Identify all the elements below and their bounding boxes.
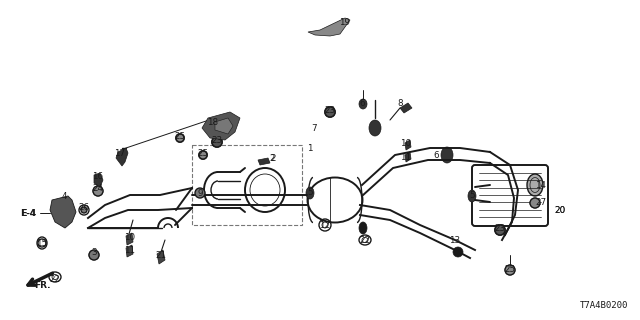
Text: 11: 11 xyxy=(125,245,136,254)
Polygon shape xyxy=(116,148,128,166)
Ellipse shape xyxy=(468,190,476,202)
Ellipse shape xyxy=(306,187,314,199)
Text: 27: 27 xyxy=(536,197,547,206)
Text: 4: 4 xyxy=(61,191,67,201)
Circle shape xyxy=(81,207,87,213)
Text: 3: 3 xyxy=(91,247,97,257)
Text: 11: 11 xyxy=(401,153,412,162)
Text: 16: 16 xyxy=(93,172,104,180)
Polygon shape xyxy=(405,140,411,150)
Polygon shape xyxy=(202,112,240,140)
Polygon shape xyxy=(126,245,133,257)
Circle shape xyxy=(199,151,207,159)
Polygon shape xyxy=(157,250,165,264)
Circle shape xyxy=(89,250,99,260)
Text: 10: 10 xyxy=(124,233,136,242)
Text: 6: 6 xyxy=(359,99,365,108)
Text: 5: 5 xyxy=(469,190,475,199)
Polygon shape xyxy=(215,118,233,134)
Bar xyxy=(192,145,302,225)
Text: 22: 22 xyxy=(360,236,371,244)
Text: 26: 26 xyxy=(79,203,90,212)
Text: 19: 19 xyxy=(339,18,351,27)
Ellipse shape xyxy=(453,247,463,257)
Circle shape xyxy=(495,225,505,235)
Text: E-4: E-4 xyxy=(21,209,35,218)
Text: 20: 20 xyxy=(554,205,566,214)
Text: 25: 25 xyxy=(175,132,186,140)
Circle shape xyxy=(325,107,335,117)
Text: 12: 12 xyxy=(319,220,330,229)
Polygon shape xyxy=(308,18,350,36)
Text: 6: 6 xyxy=(433,150,439,159)
Text: 2: 2 xyxy=(270,154,276,163)
Text: 25: 25 xyxy=(504,266,516,275)
Text: 23: 23 xyxy=(495,223,506,233)
Text: 22: 22 xyxy=(49,276,61,284)
Text: 5: 5 xyxy=(307,188,313,196)
Text: 21: 21 xyxy=(156,251,166,260)
Polygon shape xyxy=(258,158,270,165)
Text: 20: 20 xyxy=(554,205,566,214)
Circle shape xyxy=(176,134,184,142)
Circle shape xyxy=(212,137,222,147)
Text: 1: 1 xyxy=(307,143,313,153)
Circle shape xyxy=(505,265,515,275)
Text: 7: 7 xyxy=(311,124,317,132)
Ellipse shape xyxy=(359,99,367,109)
Polygon shape xyxy=(50,196,76,228)
Text: 14: 14 xyxy=(536,180,547,189)
Text: 15: 15 xyxy=(36,238,47,247)
Polygon shape xyxy=(400,103,412,113)
Text: 23: 23 xyxy=(324,106,335,115)
Polygon shape xyxy=(126,233,133,245)
Text: E-4: E-4 xyxy=(20,209,36,218)
Text: 9: 9 xyxy=(197,188,203,197)
Circle shape xyxy=(93,186,103,196)
Text: 23: 23 xyxy=(211,135,223,145)
Polygon shape xyxy=(405,152,411,162)
Text: 18: 18 xyxy=(207,117,219,126)
Text: 10: 10 xyxy=(401,139,412,148)
Ellipse shape xyxy=(527,174,543,196)
Polygon shape xyxy=(94,173,103,187)
Text: FR.: FR. xyxy=(34,281,51,290)
Text: 8: 8 xyxy=(397,99,403,108)
Ellipse shape xyxy=(369,120,381,136)
Text: 2: 2 xyxy=(269,154,275,163)
Text: 24: 24 xyxy=(93,183,104,193)
Circle shape xyxy=(530,198,540,208)
Ellipse shape xyxy=(441,147,453,163)
Circle shape xyxy=(195,188,205,198)
Ellipse shape xyxy=(359,222,367,234)
Text: 25: 25 xyxy=(197,148,209,157)
Text: T7A4B0200: T7A4B0200 xyxy=(580,301,628,310)
Text: 17: 17 xyxy=(115,148,125,157)
Text: 5: 5 xyxy=(360,223,366,233)
Text: 13: 13 xyxy=(449,236,461,244)
